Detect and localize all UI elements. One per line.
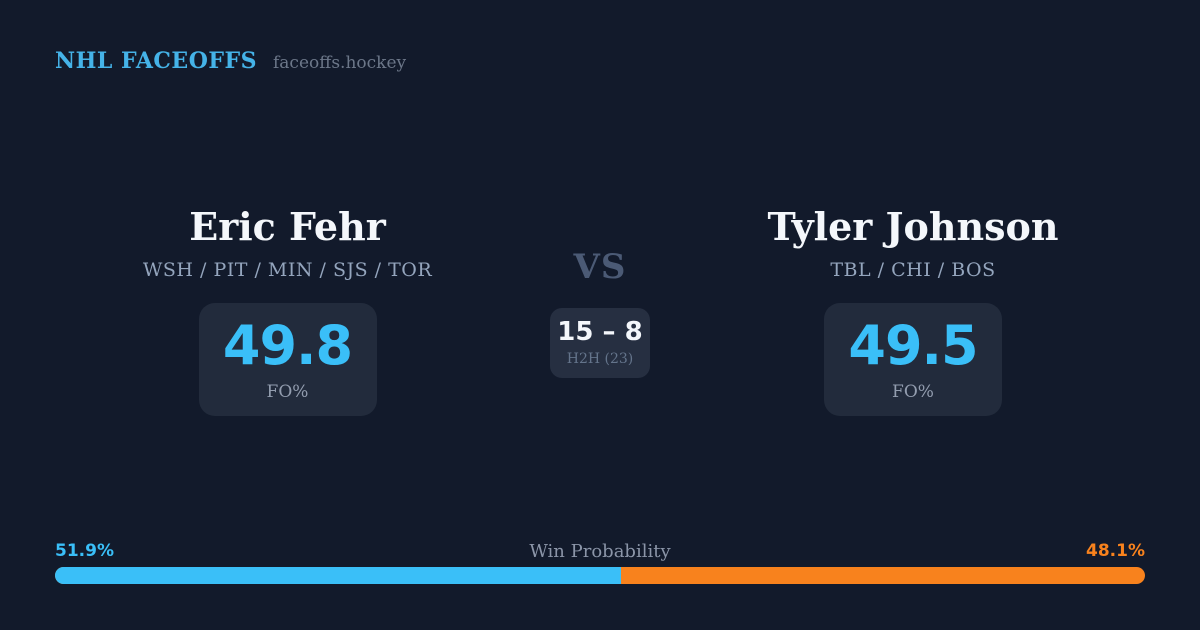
head-to-head-label: H2H (23) bbox=[566, 351, 634, 367]
win-probability-fill-left bbox=[55, 567, 621, 584]
player-left-name: Eric Fehr bbox=[189, 204, 386, 249]
player-right-name: Tyler Johnson bbox=[767, 204, 1059, 249]
player-right-column: Tyler Johnson TBL / CHI / BOS 49.5 FO% bbox=[725, 205, 1101, 416]
player-left-stat-value: 49.8 bbox=[222, 313, 353, 377]
brand-logo-text: NHL FACEOFFS bbox=[55, 48, 257, 74]
win-probability-labels: 51.9% Win Probability 48.1% bbox=[55, 541, 1145, 563]
head-to-head-card: 15 – 8 H2H (23) bbox=[550, 308, 650, 378]
win-probability-bar bbox=[55, 567, 1145, 584]
head-to-head-score: 15 – 8 bbox=[557, 317, 643, 347]
player-left-teams: WSH / PIT / MIN / SJS / TOR bbox=[142, 258, 433, 281]
win-probability-right-pct: 48.1% bbox=[1086, 541, 1145, 561]
player-left-stat-card: 49.8 FO% bbox=[198, 302, 377, 416]
player-right-stat-label: FO% bbox=[892, 381, 934, 402]
versus-column: VS 15 – 8 H2H (23) bbox=[500, 250, 700, 378]
header: NHL FACEOFFS faceoffs.hockey bbox=[55, 48, 406, 74]
win-probability-left-pct: 51.9% bbox=[55, 541, 114, 561]
player-right-stat-value: 49.5 bbox=[848, 313, 978, 377]
player-right-teams: TBL / CHI / BOS bbox=[830, 258, 996, 281]
player-left-stat-label: FO% bbox=[266, 381, 309, 402]
vs-label: VS bbox=[573, 247, 627, 287]
player-left-column: Eric Fehr WSH / PIT / MIN / SJS / TOR 49… bbox=[100, 205, 475, 416]
player-right-stat-card: 49.5 FO% bbox=[824, 302, 1002, 416]
site-url-text: faceoffs.hockey bbox=[273, 53, 407, 73]
win-probability-title: Win Probability bbox=[529, 541, 671, 562]
